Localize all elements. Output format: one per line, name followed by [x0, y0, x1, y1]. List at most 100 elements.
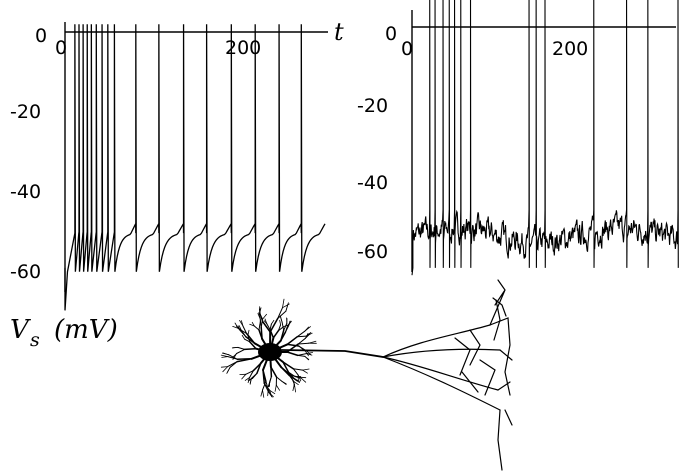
- dendrite-branch: [269, 323, 272, 331]
- axon-branch: [497, 349, 513, 391]
- dendrite-branch: [229, 361, 238, 368]
- dendrite-branch: [269, 351, 283, 369]
- right-x-tick-200: 200: [552, 38, 588, 60]
- axon-branch: [493, 299, 513, 426]
- dendrite-branch: [269, 389, 276, 395]
- dendrite-branch: [292, 368, 304, 371]
- dendrite-branch: [271, 319, 275, 325]
- axon-branch: [489, 279, 506, 326]
- dendrite-branch: [243, 347, 257, 351]
- dendrite-branch: [247, 377, 250, 383]
- left-voltage-trace: [64, 24, 326, 311]
- right-x-tick-0: 0: [401, 38, 413, 60]
- dendrite-branch: [268, 391, 273, 398]
- right-voltage-trace-panel: 0 0 200 -20 -40 -60: [357, 0, 679, 276]
- dendrite-branch: [238, 325, 242, 332]
- dendrite-branch: [269, 343, 289, 353]
- neuron-axon: [281, 349, 384, 358]
- dendrite-branch: [287, 321, 292, 326]
- dendrite-branch: [251, 321, 255, 327]
- dendrite-branch: [250, 351, 271, 360]
- dendrite-branch: [241, 335, 245, 340]
- dendrite-branch: [272, 329, 280, 339]
- dendrite-branch: [297, 337, 306, 345]
- dendrite-branch: [270, 366, 278, 378]
- dendrite-branch: [252, 372, 258, 379]
- right-y-tick-20: -20: [357, 95, 388, 117]
- voltage-axis-label: V s (mV): [10, 315, 118, 351]
- dendrite-branch: [252, 362, 262, 372]
- voltage-symbol: V: [10, 315, 31, 345]
- dendrite-branch: [226, 366, 231, 373]
- dendrite-branch: [308, 340, 317, 344]
- dendrite-branch: [263, 320, 268, 325]
- dendrite-branch: [269, 328, 275, 339]
- dendrite-branch: [277, 310, 287, 319]
- left-y-tick-0: 0: [35, 25, 47, 47]
- dendrite-branch: [241, 373, 247, 380]
- dendrite-branch: [278, 324, 282, 332]
- dendrite-branch: [232, 326, 239, 329]
- dendrite-branch: [282, 298, 285, 309]
- dendrite-branch: [279, 320, 281, 326]
- dendrite-branch: [261, 320, 271, 333]
- dendrite-branch: [285, 324, 289, 333]
- dendrite-branch: [269, 376, 272, 383]
- axonal-arbor: [382, 279, 513, 471]
- dendrite-branch: [279, 315, 283, 323]
- axon-branch: [382, 324, 491, 358]
- dendrite-branch: [261, 337, 271, 353]
- dendrite-branch: [245, 336, 256, 344]
- dendrite-branch: [290, 374, 301, 378]
- dendrite-branch: [274, 384, 277, 392]
- dendrite-branch: [245, 370, 254, 375]
- dendrite-branch: [269, 351, 272, 368]
- axon-branch: [454, 329, 481, 376]
- dendrite-branch: [231, 353, 237, 359]
- dendrite-branch: [262, 313, 267, 320]
- dendrite-branch: [305, 332, 312, 337]
- dendrite-branch: [276, 376, 283, 382]
- axon-branch: [492, 297, 507, 317]
- dendrite-branch: [299, 376, 307, 379]
- dendrite-branch: [249, 370, 254, 378]
- right-y-tick-60: -60: [357, 241, 388, 263]
- dendrite-branch: [222, 352, 229, 356]
- dendrite-branch: [280, 366, 292, 377]
- dendrite-branch: [221, 356, 229, 358]
- dendrite-branch: [290, 374, 295, 385]
- right-y-tick-40: -40: [357, 172, 388, 194]
- dendrite-branch: [302, 368, 310, 371]
- dendrite-branch: [262, 380, 267, 391]
- left-y-tick-20: -20: [10, 101, 41, 123]
- neuron-morphology-drawing: [220, 279, 513, 471]
- dendrite-branch: [278, 326, 284, 332]
- dendrite-branch: [236, 358, 253, 363]
- left-voltage-trace-panel: 0 0 200 -20 -40 -60 t: [10, 18, 344, 311]
- dendrite-branch: [282, 361, 290, 373]
- dendrite-branch: [266, 323, 271, 331]
- basal-dendrite-tree: [220, 298, 317, 398]
- dendrite-branch: [262, 369, 266, 385]
- dendrite-branch: [239, 320, 244, 327]
- dendrite-branch: [235, 325, 241, 332]
- dendrite-branch: [262, 389, 265, 398]
- right-voltage-trace: [411, 0, 679, 276]
- dendrite-branch: [286, 335, 299, 346]
- dendrite-branch: [220, 366, 229, 368]
- dendrite-branch: [248, 341, 257, 350]
- dendrite-branch: [281, 381, 287, 385]
- dendrite-branch: [236, 348, 246, 354]
- axon-branch: [497, 409, 503, 471]
- dendrite-branch: [249, 323, 255, 327]
- axon-branch: [489, 317, 511, 396]
- dendrite-branch: [242, 325, 248, 334]
- dendrite-branch: [253, 325, 260, 331]
- dendrite-branch: [257, 313, 261, 320]
- dendrite-branch: [302, 369, 308, 374]
- right-y-tick-0: 0: [385, 23, 397, 45]
- dendrite-branch: [304, 350, 309, 357]
- dendrite-branch: [244, 338, 251, 343]
- dendrite-branch: [281, 321, 285, 331]
